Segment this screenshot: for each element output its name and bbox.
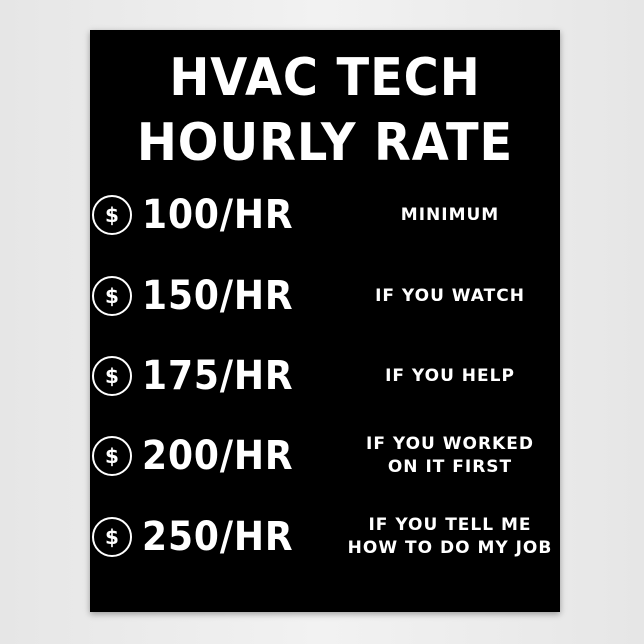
dollar-icon: $	[92, 436, 132, 476]
hourly-rate: 250/HR	[142, 514, 294, 560]
dollar-icon: $	[92, 356, 132, 396]
rate-condition: IF YOU WATCH	[375, 285, 525, 306]
rate-condition: MINIMUM	[400, 204, 500, 225]
dollar-icon: $	[92, 195, 132, 235]
hourly-rate: 100/HR	[142, 192, 294, 238]
rate-condition: HOW TO DO MY JOB	[347, 538, 553, 558]
hourly-rate: 150/HR	[142, 273, 294, 319]
poster: HVAC TECH HOURLY RATE $100/HR MINIMUM $150/H…	[90, 30, 560, 612]
dollar-icon: $	[92, 517, 132, 557]
title-line: HOURLY RATE	[136, 113, 514, 173]
title-line: HVAC TECH	[169, 48, 481, 108]
hourly-rate: 200/HR	[142, 433, 294, 479]
rate-condition: IF YOU HELP	[385, 365, 515, 386]
dollar-icon: $	[92, 276, 132, 316]
rate-condition: ON IT FIRST	[387, 457, 513, 477]
rate-condition: IF YOU WORKED	[366, 434, 534, 454]
hourly-rate: 175/HR	[142, 353, 294, 399]
rate-condition: IF YOU TELL ME	[368, 515, 532, 535]
